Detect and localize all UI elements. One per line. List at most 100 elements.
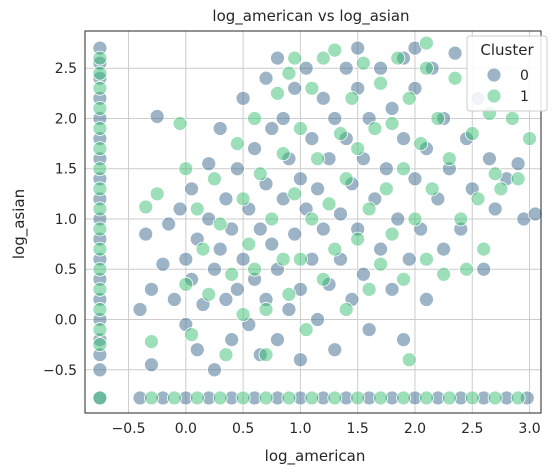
data-point-cluster-0 xyxy=(212,121,228,136)
data-point-cluster-0 xyxy=(212,241,228,257)
data-point-cluster-1 xyxy=(510,390,526,406)
data-point-cluster-1 xyxy=(247,261,262,277)
y-tick-label: 2.5 xyxy=(55,61,77,77)
data-point-cluster-0 xyxy=(510,156,526,172)
data-point-cluster-1 xyxy=(252,166,268,182)
data-point-cluster-0 xyxy=(333,206,348,222)
data-point-cluster-1 xyxy=(201,286,217,302)
data-point-cluster-0 xyxy=(149,109,165,124)
data-point-cluster-1 xyxy=(373,256,388,272)
data-point-cluster-1 xyxy=(419,60,434,76)
data-point-cluster-1 xyxy=(378,181,394,197)
data-point-cluster-0 xyxy=(487,201,503,217)
data-point-cluster-1 xyxy=(441,151,457,167)
data-point-cluster-1 xyxy=(350,390,366,406)
data-point-cluster-0 xyxy=(207,362,222,378)
data-point-cluster-1 xyxy=(138,199,154,215)
data-point-cluster-1 xyxy=(224,266,240,282)
data-point-cluster-1 xyxy=(92,241,108,257)
data-point-cluster-0 xyxy=(235,90,251,106)
data-point-cluster-0 xyxy=(292,171,308,187)
data-point-cluster-0 xyxy=(172,201,188,217)
data-point-cluster-0 xyxy=(144,281,159,297)
data-point-cluster-1 xyxy=(92,390,108,406)
data-point-cluster-0 xyxy=(287,80,303,96)
data-point-cluster-1 xyxy=(149,186,165,202)
data-point-cluster-0 xyxy=(258,70,274,86)
data-point-cluster-0 xyxy=(378,161,394,177)
data-point-cluster-0 xyxy=(264,236,280,252)
data-point-cluster-1 xyxy=(144,390,159,406)
data-point-cluster-1 xyxy=(493,181,509,197)
data-point-cluster-1 xyxy=(459,261,474,277)
x-tick-label: 0.5 xyxy=(232,421,254,437)
y-axis-label: log_asian xyxy=(10,189,29,259)
data-point-cluster-0 xyxy=(390,211,406,227)
chart-title: log_american vs log_asian xyxy=(212,7,409,26)
data-point-cluster-1 xyxy=(350,231,366,247)
data-point-cluster-1 xyxy=(92,221,108,237)
data-point-cluster-1 xyxy=(235,390,251,406)
data-point-cluster-0 xyxy=(235,251,251,267)
data-point-cluster-0 xyxy=(201,156,217,172)
data-point-cluster-0 xyxy=(373,60,388,76)
data-point-cluster-1 xyxy=(92,80,108,96)
legend: Cluster 0 1 xyxy=(466,35,548,112)
data-point-cluster-1 xyxy=(464,390,480,406)
data-point-cluster-1 xyxy=(229,136,245,151)
data-point-cluster-1 xyxy=(396,271,411,287)
data-point-cluster-1 xyxy=(247,111,262,126)
data-point-cluster-1 xyxy=(92,65,108,81)
data-point-cluster-1 xyxy=(207,171,222,187)
data-point-cluster-1 xyxy=(419,251,434,267)
data-point-cluster-1 xyxy=(453,211,469,227)
data-point-cluster-0 xyxy=(419,292,434,307)
x-tick-label: 3.0 xyxy=(518,421,540,437)
data-point-cluster-0 xyxy=(224,332,240,348)
data-point-cluster-1 xyxy=(510,171,526,187)
data-point-cluster-1 xyxy=(275,251,291,267)
data-point-cluster-0 xyxy=(373,241,388,257)
data-point-cluster-1 xyxy=(287,186,303,202)
data-point-cluster-1 xyxy=(298,322,314,337)
data-point-cluster-0 xyxy=(270,50,285,66)
data-point-cluster-1 xyxy=(281,65,297,81)
data-point-cluster-0 xyxy=(327,342,343,358)
x-tick-label: 0.0 xyxy=(175,421,197,437)
data-point-cluster-1 xyxy=(212,216,228,232)
data-point-cluster-0 xyxy=(304,131,320,146)
data-point-cluster-1 xyxy=(166,390,182,406)
data-point-cluster-1 xyxy=(144,334,159,350)
data-point-cluster-1 xyxy=(178,161,194,177)
data-point-cluster-0 xyxy=(218,191,234,207)
x-tick-label: −0.5 xyxy=(112,421,146,437)
data-point-cluster-0 xyxy=(189,342,205,358)
data-point-cluster-0 xyxy=(287,226,303,242)
data-point-cluster-1 xyxy=(184,327,199,342)
data-point-cluster-0 xyxy=(361,322,377,337)
data-point-cluster-0 xyxy=(384,101,400,116)
data-point-cluster-0 xyxy=(476,261,492,277)
data-point-cluster-0 xyxy=(178,251,194,267)
data-point-cluster-0 xyxy=(270,332,285,348)
y-tick-label: 1.0 xyxy=(55,212,77,228)
data-point-cluster-0 xyxy=(166,292,182,307)
data-point-cluster-0 xyxy=(310,181,325,197)
data-point-cluster-1 xyxy=(487,166,503,182)
data-point-cluster-1 xyxy=(92,261,108,277)
data-point-cluster-1 xyxy=(327,42,343,58)
data-point-cluster-1 xyxy=(92,201,108,217)
data-point-cluster-1 xyxy=(464,126,480,141)
data-point-cluster-1 xyxy=(189,390,205,406)
data-point-cluster-1 xyxy=(92,141,108,157)
data-point-cluster-0 xyxy=(396,131,411,146)
plot-frame xyxy=(84,30,542,414)
data-point-cluster-1 xyxy=(361,281,377,297)
data-point-cluster-1 xyxy=(264,211,280,227)
data-point-cluster-1 xyxy=(315,50,331,66)
legend-label-1: 1 xyxy=(520,89,529,105)
data-point-cluster-1 xyxy=(384,116,400,131)
data-point-cluster-1 xyxy=(275,146,291,162)
data-point-cluster-0 xyxy=(281,302,297,317)
y-tick-label: 1.5 xyxy=(55,162,77,178)
